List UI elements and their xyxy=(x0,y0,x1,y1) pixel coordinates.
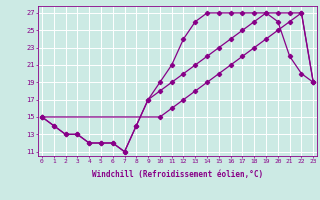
X-axis label: Windchill (Refroidissement éolien,°C): Windchill (Refroidissement éolien,°C) xyxy=(92,170,263,179)
